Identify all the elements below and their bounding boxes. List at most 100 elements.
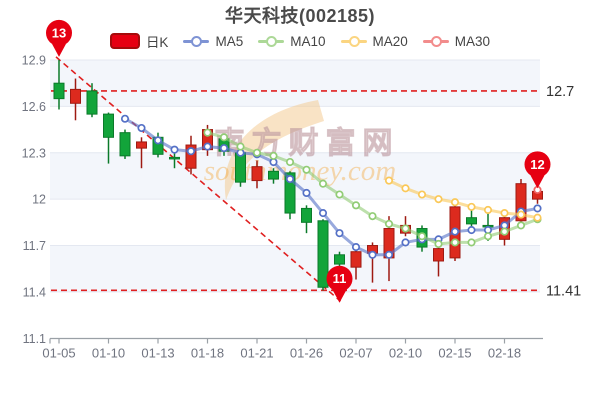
ma-line-ma5	[120, 114, 542, 259]
ma-point-marker	[384, 176, 394, 185]
ma-point-marker	[417, 232, 427, 241]
ma-point-marker	[368, 212, 377, 221]
legend-label: MA5	[215, 33, 244, 49]
x-axis-label: 02-15	[438, 346, 471, 361]
ma-point-marker	[533, 213, 542, 222]
ma-point-marker	[351, 243, 361, 252]
circle-marker-icon	[191, 36, 203, 47]
ma-point-marker	[302, 165, 311, 174]
ma-point-marker	[252, 148, 262, 157]
candle-body[interactable]	[185, 144, 197, 169]
candle-body[interactable]	[317, 220, 329, 288]
ma-point-marker	[401, 238, 410, 247]
line-legend-swatch	[422, 36, 449, 47]
ma-point-marker	[219, 144, 229, 153]
candle-body[interactable]	[136, 141, 147, 149]
candle-body[interactable]	[251, 166, 263, 182]
ma-point-marker	[516, 210, 526, 219]
ma-point-marker	[302, 188, 311, 198]
candle-body[interactable]	[284, 172, 296, 214]
ma-point-marker	[351, 201, 361, 210]
candle-body[interactable]	[433, 248, 444, 262]
x-axis-label: 01-10	[92, 346, 125, 361]
ma-point-marker	[467, 226, 476, 235]
ma-point-marker	[384, 219, 394, 228]
ma-point-marker	[516, 221, 526, 230]
y-axis-label: 12	[32, 193, 46, 207]
ma-point-marker	[533, 204, 542, 213]
balloon-label: 11	[333, 271, 347, 286]
ma-point-marker	[467, 238, 476, 247]
legend-item-日k[interactable]: 日K	[109, 31, 169, 51]
candle-body[interactable]	[53, 82, 65, 100]
ma-point-marker	[417, 190, 427, 199]
ma-point-marker	[450, 227, 460, 236]
watermark-swoosh-icon	[224, 100, 324, 200]
x-axis-label: 01-05	[42, 346, 75, 361]
candle-body[interactable]	[301, 207, 312, 223]
legend-item-ma20[interactable]: MA20	[340, 33, 408, 49]
x-axis-label: 01-18	[191, 346, 224, 361]
ma-point-marker	[467, 202, 476, 211]
legend-item-ma5[interactable]: MA5	[183, 34, 243, 49]
balloon-label: 12	[530, 157, 544, 172]
legend-item-ma30[interactable]: MA30	[422, 33, 491, 49]
ma-point-marker	[384, 250, 394, 259]
y-axis-label: 12.6	[22, 100, 46, 114]
reference-value-label: 11.41	[546, 283, 581, 299]
ma-point-marker	[269, 151, 278, 160]
ma-point-marker	[285, 157, 295, 167]
candle-body[interactable]	[350, 251, 362, 268]
ma-path	[388, 179, 538, 220]
x-axis-label: 01-13	[141, 346, 174, 361]
ma-point-marker	[203, 128, 212, 137]
ma-point-marker	[153, 136, 163, 145]
line-legend-swatch	[183, 36, 210, 47]
candle-body[interactable]	[119, 132, 131, 157]
grid-band	[50, 60, 540, 107]
y-axis-label: 11.1	[23, 332, 46, 346]
ma-point-marker	[186, 147, 196, 156]
ma-point-marker	[500, 227, 509, 236]
candle-body[interactable]	[268, 170, 279, 180]
grid-band	[50, 291, 540, 339]
ma-point-marker	[335, 229, 344, 238]
legend-label: 日K	[145, 35, 169, 50]
price-balloon-marker[interactable]: 13	[46, 19, 72, 57]
line-legend-swatch	[340, 36, 367, 47]
candle-body[interactable]	[235, 152, 246, 183]
candle-body[interactable]	[169, 156, 180, 160]
ma-point-marker	[318, 209, 328, 218]
candle-body[interactable]	[70, 88, 81, 104]
ma-point-marker	[450, 198, 460, 207]
watermark-url-text: southmoney.com	[204, 155, 397, 187]
grid-band	[50, 245, 540, 292]
ma-line-ma20	[384, 176, 542, 222]
x-axis-label: 02-10	[389, 346, 422, 361]
candle-body[interactable]	[515, 183, 527, 222]
circle-marker-icon	[266, 36, 278, 47]
ma-point-marker	[434, 239, 443, 249]
x-axis-label: 02-07	[339, 346, 372, 361]
ma-point-marker	[137, 123, 146, 133]
ma-point-marker	[236, 142, 245, 151]
ma-point-marker	[219, 133, 229, 142]
candle-body[interactable]	[86, 90, 98, 115]
price-balloon-marker[interactable]: 12	[524, 151, 551, 189]
kline-legend-swatch	[109, 33, 140, 49]
x-axis-label: 01-21	[240, 346, 273, 361]
chart-legend: 日K MA5 MA10 MA20 MA30	[0, 31, 600, 51]
price-balloon-marker[interactable]: 11	[326, 265, 353, 303]
candle-body[interactable]	[103, 113, 114, 138]
candle-body[interactable]	[466, 217, 477, 225]
reference-value-label: 12.7	[546, 84, 574, 100]
candle-body[interactable]	[334, 254, 345, 265]
legend-item-ma10[interactable]: MA10	[258, 34, 326, 49]
ma-point-marker	[318, 179, 328, 188]
legend-label: MA30	[454, 33, 491, 49]
circle-marker-icon	[430, 36, 442, 47]
legend-label: MA20	[372, 33, 408, 49]
line-legend-swatch	[258, 36, 285, 47]
